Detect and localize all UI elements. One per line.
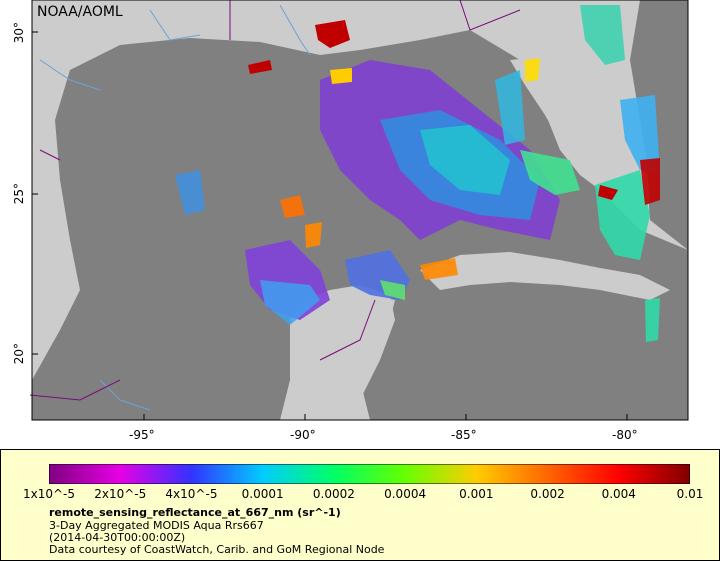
colorbar-tick-label: 0.0002 [312,487,355,501]
lon-label-80: -80° [612,428,638,442]
credit-label: NOAA/AOML [37,4,123,20]
colorbar-tick-label: 1x10^-5 [22,487,76,501]
colorbar-tick-label: 0.004 [601,487,636,501]
lat-label-30: 30° [12,22,26,44]
yucatan-land [290,285,395,420]
rrs-data-layer [175,5,660,342]
tick-marks [32,31,628,420]
map-canvas [29,0,689,421]
lon-label-90: -90° [290,428,316,442]
lat-label-20: 20° [12,343,26,365]
legend-title: remote_sensing_reflectance_at_667_nm (sr… [49,506,341,519]
map-frame [31,0,689,421]
colorbar-tick-label: 0.0001 [241,487,284,501]
borders [29,0,521,401]
florida-land [510,55,650,210]
colorbar-tick-label: 0.0004 [384,487,427,501]
lon-label-95: -95° [129,428,155,442]
legend-subtitle: 3-Day Aggregated MODIS Aqua Rrs667 [49,519,264,532]
colorbar-tick-label: 4x10^-5 [165,487,218,501]
cuba-land [420,252,670,300]
colorbar-tick-label: 0.002 [530,487,565,501]
colorbar-tick-label: 0.01 [676,487,704,501]
colorbar-tick-label: 0.001 [459,487,494,501]
lon-label-85: -85° [451,428,477,442]
lat-label-25: 25° [12,183,26,205]
legend-panel: 1x10^-5 2x10^-5 4x10^-5 0.0001 0.0002 0.0004 0… [0,449,720,561]
colorbar-tick-label: 2x10^-5 [94,487,147,501]
legend-date: (2014-04-30T00:00:00Z) [49,531,186,544]
colorbar [49,464,690,484]
legend-source: Data courtesy of CoastWatch, Carib. and … [49,543,385,556]
atlantic-water [630,0,688,250]
